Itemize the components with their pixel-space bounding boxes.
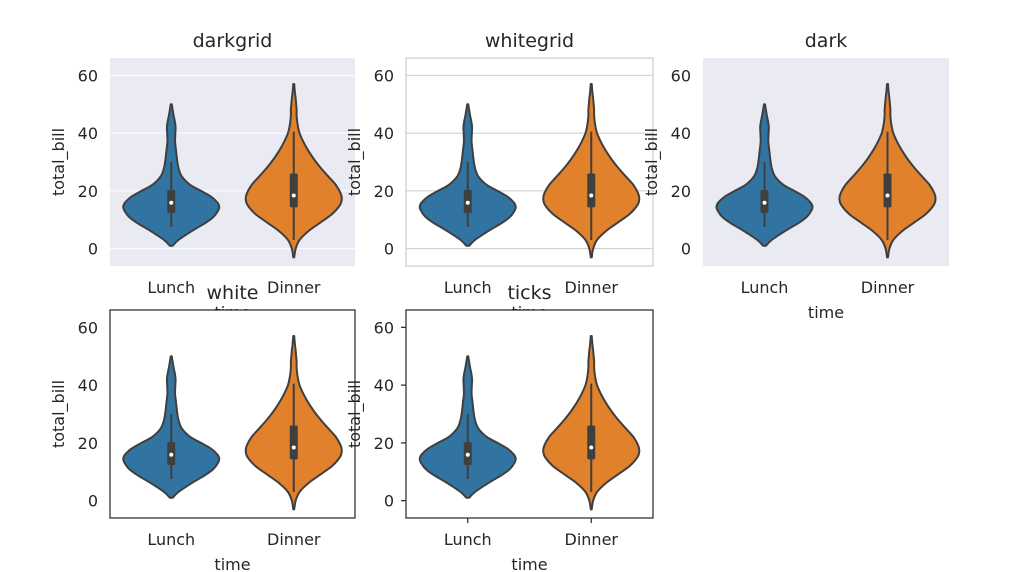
subplot-grid: 0 20 40 60 Lunch Dinner time total_bill darkgrid… — [49, 30, 949, 572]
iqr-box — [289, 425, 298, 460]
median-dot — [885, 193, 890, 198]
violin-dinner — [542, 335, 641, 511]
chart-title: white — [207, 282, 259, 304]
x-tick-label: Lunch — [444, 278, 492, 297]
median-dot — [589, 193, 594, 198]
y-axis-label: total_bill — [642, 128, 662, 196]
y-tick-label: 0 — [384, 492, 394, 511]
x-tick-label: Dinner — [267, 278, 321, 297]
y-tick-label: 0 — [384, 240, 394, 259]
y-axis-label: total_bill — [345, 380, 365, 448]
x-axis-label: time — [808, 303, 844, 322]
axes-frame — [405, 309, 654, 519]
x-tick-label: Dinner — [565, 278, 619, 297]
violin-dinner — [838, 83, 937, 259]
violin-lunch — [715, 103, 814, 247]
y-tick-label: 20 — [78, 434, 98, 453]
y-axis-label: total_bill — [49, 128, 69, 196]
median-dot — [291, 445, 296, 450]
median-dot — [291, 193, 296, 198]
subplot-ticks: 0 20 40 60 Lunch Dinner time total_bill ticks — [345, 282, 654, 572]
y-tick-label: 0 — [88, 240, 98, 259]
x-tick-label: Lunch — [741, 278, 789, 297]
plot-background — [110, 310, 355, 518]
y-tick-label: 40 — [374, 376, 394, 395]
iqr-box — [883, 173, 892, 208]
median-dot — [762, 200, 767, 205]
subplot-whitegrid: 0204060LunchDinnertimetotal_billwhitegri… — [345, 30, 654, 322]
iqr-box — [587, 173, 596, 208]
subplot-white: 0 20 40 60 Lunch Dinner time total_bill white — [49, 282, 356, 572]
subplot-dark: 0 20 40 60 Lunch Dinner time total_bill dark — [642, 30, 949, 322]
median-dot — [465, 200, 470, 205]
violin-lunch — [418, 103, 517, 247]
violin-lunch — [122, 355, 221, 499]
violin-lunch — [418, 355, 517, 499]
y-tick-label: 20 — [374, 182, 394, 201]
axes-frame — [109, 309, 356, 519]
y-tick-label: 20 — [374, 434, 394, 453]
y-tick-label: 60 — [78, 66, 98, 85]
x-tick-label: Lunch — [147, 278, 195, 297]
plot-background — [406, 58, 653, 266]
y-tick-label: 60 — [671, 66, 691, 85]
plot-background — [110, 58, 355, 266]
violin-dinner — [244, 335, 343, 511]
x-tick-label: Lunch — [444, 530, 492, 549]
x-tick-label: Dinner — [861, 278, 915, 297]
violin-dinner — [542, 83, 641, 259]
x-axis-label: time — [511, 555, 547, 572]
median-dot — [169, 200, 174, 205]
y-axis-label: total_bill — [49, 380, 69, 448]
y-axis-label: total_bill — [345, 128, 365, 196]
y-tick-label: 20 — [671, 182, 691, 201]
y-tick-label: 60 — [374, 318, 394, 337]
y-tick-label: 20 — [78, 182, 98, 201]
y-tick-label: 60 — [78, 318, 98, 337]
x-axis-label: time — [214, 555, 250, 572]
iqr-box — [289, 173, 298, 208]
y-tick-label: 40 — [78, 124, 98, 143]
axes-frame — [405, 57, 654, 267]
chart-title: dark — [805, 30, 848, 52]
y-tick-label: 0 — [88, 492, 98, 511]
y-tick-label: 60 — [374, 66, 394, 85]
y-tick-label: 0 — [681, 240, 691, 259]
y-tick-label: 40 — [374, 124, 394, 143]
x-tick-label: Dinner — [267, 530, 321, 549]
median-dot — [169, 452, 174, 457]
y-tick-label: 40 — [671, 124, 691, 143]
plot-background — [406, 310, 653, 518]
median-dot — [589, 445, 594, 450]
violin-lunch — [122, 103, 221, 247]
chart-title: whitegrid — [485, 30, 574, 52]
x-tick-label: Dinner — [565, 530, 619, 549]
chart-title: ticks — [507, 282, 551, 304]
violin-dinner — [244, 83, 343, 259]
y-tick-label: 40 — [78, 376, 98, 395]
iqr-box — [587, 425, 596, 460]
chart-title: darkgrid — [193, 30, 273, 52]
x-tick-label: Lunch — [147, 530, 195, 549]
median-dot — [465, 452, 470, 457]
plot-background — [703, 58, 949, 266]
